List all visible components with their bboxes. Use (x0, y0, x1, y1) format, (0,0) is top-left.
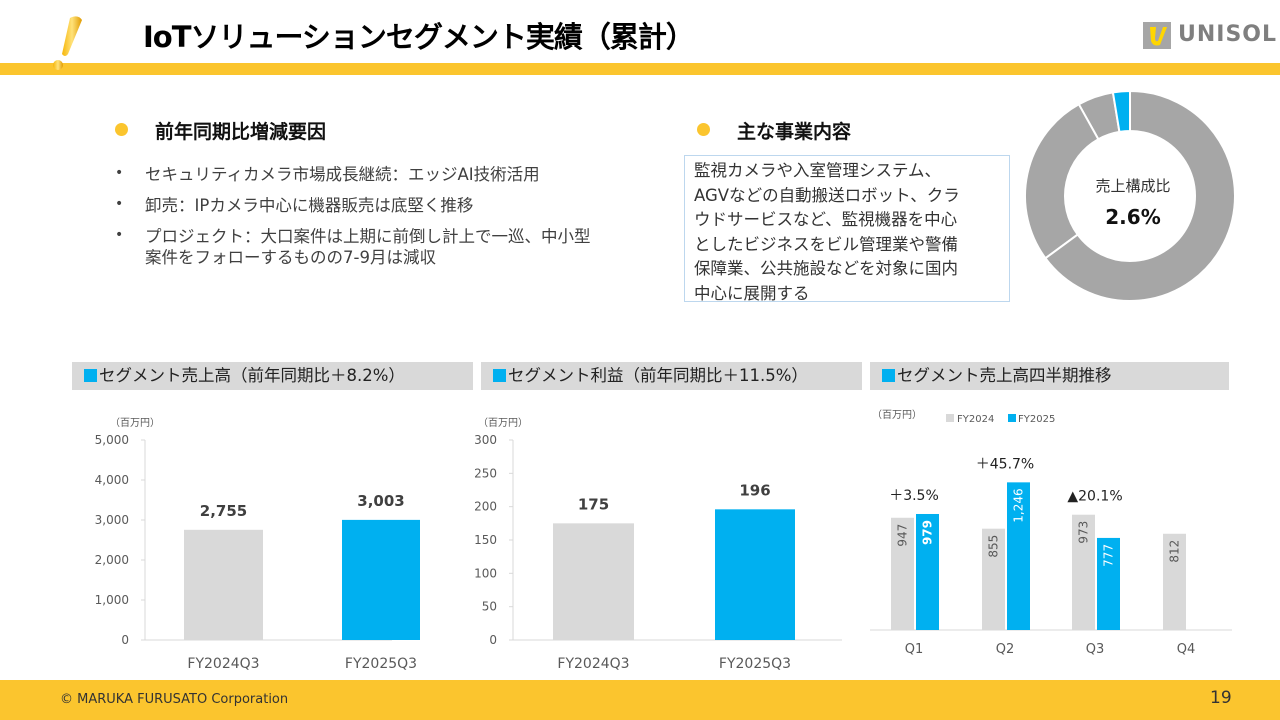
profit-bar-chart: （百万円） 0 50 100 150 200 250 300 175 FY2024Q3 196 FY2… (474, 417, 842, 672)
donut-slice (1024, 102, 1100, 260)
bar-FY2024-Q3 (1072, 514, 1095, 630)
yoy-annotation: ▲20.1% (1067, 489, 1122, 505)
sales-bar-chart: （百万円） 0 1,000 2,000 3,000 4,000 5,000 2,755 FY20… (95, 417, 420, 672)
data-label: 947 (896, 524, 910, 547)
y-tick-label: 200 (474, 500, 497, 514)
page-number: 19 (1210, 688, 1232, 708)
donut-center-label: 売上構成比 (1095, 177, 1170, 195)
business-line: AGVなどの自動搬送ロボット、クラ (694, 185, 960, 205)
factors-heading: 前年同期比増減要因 (155, 121, 327, 143)
y-tick-label: 0 (121, 633, 129, 647)
factor-item: プロジェクト：大口案件は上期に前倒し計上で一巡、中小型 (145, 227, 591, 246)
y-tick-label: 150 (474, 533, 497, 547)
yoy-annotation: ＋45.7% (976, 456, 1034, 472)
bar-FY2025-Q1 (916, 513, 939, 630)
data-label: 175 (578, 495, 609, 513)
sales-chart-header: セグメント売上高（前年同期比＋8.2%） (72, 362, 473, 390)
x-tick-label: FY2024Q3 (557, 656, 629, 672)
data-label: 2,755 (200, 502, 247, 520)
logo-text: UNISOL (1178, 22, 1278, 47)
x-tick-label: Q4 (1177, 642, 1196, 657)
y-tick-label: 250 (474, 466, 497, 480)
y-tick-label: 4,000 (95, 473, 129, 487)
data-label: 3,003 (357, 492, 404, 510)
bar-FY2025Q3 (715, 509, 795, 640)
business-line: 中心に展開する (694, 283, 810, 303)
footer-bar (0, 680, 1280, 720)
page-title: IoTソリューションセグメント実績（累計） (143, 20, 695, 54)
data-label: 196 (739, 481, 770, 499)
y-tick-label: 0 (489, 633, 497, 647)
data-label: 1,246 (1012, 488, 1026, 522)
bar-FY2024-Q2 (982, 528, 1005, 630)
business-heading: 主な事業内容 (737, 121, 852, 143)
data-label: 979 (921, 520, 935, 545)
x-tick-label: FY2025Q3 (719, 656, 791, 672)
bar-FY2025-Q3 (1097, 537, 1120, 630)
copyright: © MARUKA FURUSATO Corporation (60, 692, 289, 707)
data-label: 777 (1102, 544, 1116, 567)
y-tick-label: 100 (474, 566, 497, 580)
bar-FY2025Q3 (342, 519, 420, 640)
x-tick-label: FY2025Q3 (345, 656, 417, 672)
x-tick-label: Q2 (996, 642, 1015, 657)
square-icon (882, 369, 895, 382)
factor-item: 案件をフォローするものの7-9月は減収 (145, 248, 436, 267)
bar-FY2024Q3 (553, 523, 634, 640)
bar-FY2024-Q1 (891, 517, 914, 630)
bar-FY2024-Q4 (1163, 533, 1186, 630)
business-line: としたビジネスをビル管理業や警備 (694, 234, 958, 254)
unisol-logo (1143, 22, 1171, 49)
factor-item: セキュリティカメラ市場成長継続：エッジAI技術活用 (145, 165, 540, 184)
quarterly-bar-chart: （百万円） FY2024 FY2025 Q1 947 979 ＋3.5% Q2 855 1,246… (870, 409, 1232, 657)
data-label: 855 (987, 535, 1001, 558)
x-tick-label: FY2024Q3 (187, 656, 259, 672)
data-label: 973 (1077, 521, 1091, 544)
bullet-icon: • (115, 227, 124, 243)
donut-slice (1044, 89, 1236, 302)
quarterly-chart-title: セグメント売上高四半期推移 (897, 366, 1112, 385)
x-tick-label: Q3 (1086, 642, 1105, 657)
factor-item: 卸売：IPカメラ中心に機器販売は底堅く推移 (145, 196, 474, 215)
y-tick-label: 5,000 (95, 433, 129, 447)
square-icon (84, 369, 97, 382)
x-tick-label: Q1 (905, 642, 924, 657)
y-tick-label: 2,000 (95, 553, 129, 567)
bar-FY2025-Q2 (1007, 482, 1030, 630)
yoy-annotation: ＋3.5% (889, 488, 939, 504)
y-tick-label: 300 (474, 433, 497, 447)
legend-fy2024: FY2024 (957, 414, 994, 425)
bullet-icon: • (115, 165, 124, 181)
bar-FY2024Q3 (184, 529, 263, 640)
unit-label: （百万円） (110, 417, 160, 429)
y-tick-label: 50 (482, 600, 497, 614)
legend-fy2025: FY2025 (1018, 414, 1055, 425)
bullet-dot-icon (115, 123, 128, 136)
square-icon (493, 369, 506, 382)
y-tick-label: 1,000 (95, 593, 129, 607)
donut-slice (1111, 89, 1131, 134)
business-line: 監視カメラや入室管理システム、 (694, 161, 942, 180)
business-description: 監視カメラや入室管理システム、 AGVなどの自動搬送ロボット、クラ ウドサービス… (684, 155, 1010, 303)
bullet-icon: • (115, 196, 124, 212)
sales-chart-title: セグメント売上高（前年同期比＋8.2%） (99, 366, 405, 385)
header-accent-bar (0, 63, 1280, 75)
exclamation-icon (53, 16, 82, 70)
unit-label: （百万円） (478, 417, 528, 429)
legend-fy2024-swatch (946, 414, 954, 422)
business-line: ウドサービスなど、監視機器を中心 (694, 210, 958, 229)
profit-chart-title: セグメント利益（前年同期比＋11.5%） (508, 366, 808, 385)
profit-chart-header: セグメント利益（前年同期比＋11.5%） (481, 362, 862, 390)
data-label: 812 (1168, 540, 1182, 563)
quarterly-chart-header: セグメント売上高四半期推移 (870, 362, 1229, 390)
legend-fy2025-swatch (1008, 414, 1016, 422)
donut-center-value: 2.6% (1105, 205, 1160, 229)
unit-label: （百万円） (872, 409, 922, 421)
bullet-dot-icon (697, 123, 710, 136)
business-line: 保障業、公共施設などを対象に国内 (694, 259, 958, 278)
y-tick-label: 3,000 (95, 513, 129, 527)
composition-donut-chart: 売上構成比 2.6% (1024, 89, 1236, 302)
